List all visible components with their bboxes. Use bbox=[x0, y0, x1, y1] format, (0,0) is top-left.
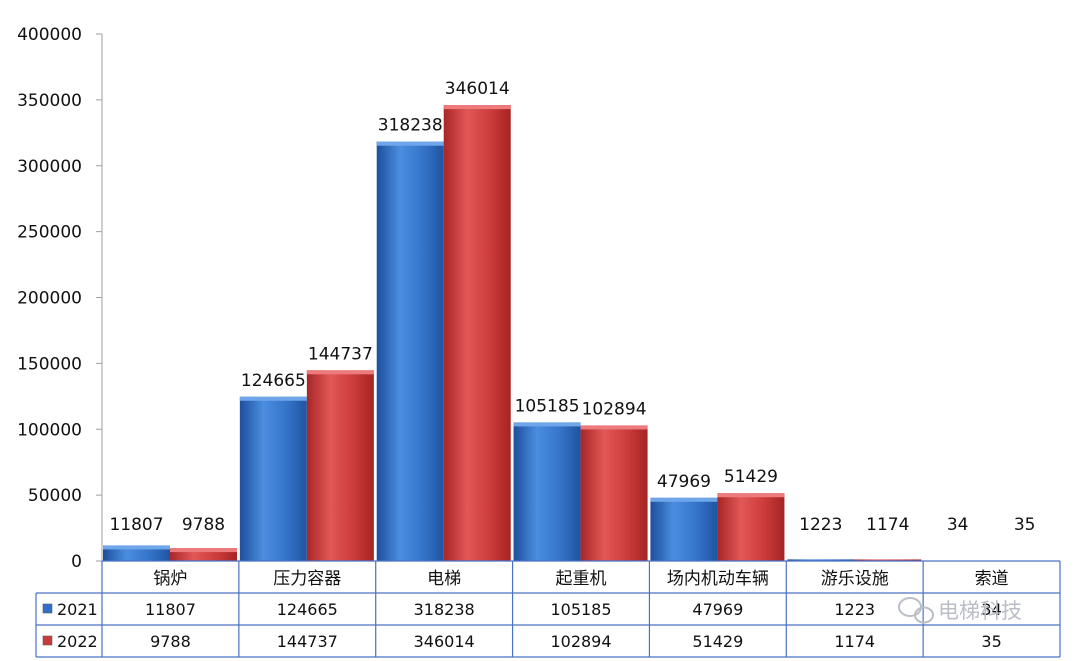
bar-top-highlight bbox=[239, 396, 307, 401]
y-tick-label: 250000 bbox=[17, 223, 82, 243]
table-cell: 35 bbox=[981, 632, 1001, 651]
table-cell: 9788 bbox=[150, 632, 191, 651]
data-label: 47969 bbox=[657, 472, 711, 492]
data-label: 105185 bbox=[515, 396, 580, 416]
table-cell: 11807 bbox=[145, 600, 196, 619]
table-cell: 144737 bbox=[277, 632, 338, 651]
bar-top-highlight bbox=[443, 105, 511, 110]
category-label: 电梯 bbox=[427, 569, 461, 589]
bar-2021 bbox=[787, 559, 855, 561]
data-label: 124665 bbox=[241, 371, 306, 391]
category-label: 场内机动车辆 bbox=[667, 569, 769, 589]
data-label: 144737 bbox=[308, 344, 373, 364]
category-label: 锅炉 bbox=[153, 569, 187, 589]
y-tick-label: 300000 bbox=[17, 157, 82, 177]
category-label: 索道 bbox=[975, 569, 1009, 589]
table-cell: 34 bbox=[981, 600, 1001, 619]
y-tick-label: 350000 bbox=[17, 91, 82, 111]
y-tick-label: 100000 bbox=[17, 420, 82, 440]
bar-2022 bbox=[306, 370, 374, 561]
category-label: 游乐设施 bbox=[821, 569, 889, 589]
data-label: 1223 bbox=[799, 515, 842, 535]
bar-2022 bbox=[580, 425, 648, 561]
table-cell: 102894 bbox=[550, 632, 611, 651]
data-label: 34 bbox=[947, 515, 969, 535]
table-cell: 318238 bbox=[414, 600, 475, 619]
data-label: 1174 bbox=[866, 515, 909, 535]
bar-top-highlight bbox=[103, 545, 170, 550]
data-label: 346014 bbox=[445, 79, 510, 99]
table-cell: 1174 bbox=[834, 632, 875, 651]
bar-top-highlight bbox=[376, 141, 444, 146]
data-label: 318238 bbox=[378, 116, 443, 136]
bar-top-highlight bbox=[580, 425, 648, 430]
table-cell: 47969 bbox=[692, 600, 743, 619]
bar-top-highlight bbox=[513, 422, 581, 427]
legend-swatch-2022 bbox=[42, 635, 53, 646]
category-label: 压力容器 bbox=[273, 569, 341, 589]
watermark: 电梯科技 bbox=[898, 597, 1022, 624]
y-tick-label: 50000 bbox=[28, 486, 82, 506]
data-label: 102894 bbox=[582, 399, 647, 419]
table-cell: 51429 bbox=[692, 632, 743, 651]
wechat-icon bbox=[898, 597, 934, 624]
bar-2022 bbox=[854, 559, 922, 561]
table-cell: 124665 bbox=[277, 600, 338, 619]
data-label: 11807 bbox=[109, 515, 163, 535]
bar-2021 bbox=[376, 141, 444, 561]
category-label: 起重机 bbox=[556, 569, 607, 589]
bar-2021 bbox=[513, 422, 581, 561]
bar-top-highlight bbox=[650, 497, 718, 502]
y-tick-label: 0 bbox=[71, 552, 82, 572]
table-cell: 105185 bbox=[550, 600, 611, 619]
table-cell: 346014 bbox=[414, 632, 475, 651]
legend-swatch-2021 bbox=[42, 603, 53, 614]
bar-top-highlight bbox=[306, 370, 374, 375]
y-tick-label: 150000 bbox=[17, 354, 82, 374]
legend-label: 2022 bbox=[57, 632, 98, 651]
bar-2022 bbox=[717, 493, 785, 561]
bar-2021 bbox=[650, 497, 718, 561]
watermark-text: 电梯科技 bbox=[938, 599, 1022, 623]
bar-top-highlight bbox=[717, 493, 785, 498]
bar-top-highlight bbox=[170, 548, 237, 553]
y-tick-label: 400000 bbox=[17, 25, 82, 45]
table-cell: 1223 bbox=[834, 600, 875, 619]
bar-2022 bbox=[443, 105, 511, 561]
y-tick-label: 200000 bbox=[17, 289, 82, 309]
legend-label: 2021 bbox=[57, 600, 98, 619]
data-label: 9788 bbox=[182, 515, 225, 535]
bar-2021 bbox=[239, 396, 307, 561]
data-label: 51429 bbox=[724, 467, 778, 487]
data-label: 35 bbox=[1014, 515, 1036, 535]
